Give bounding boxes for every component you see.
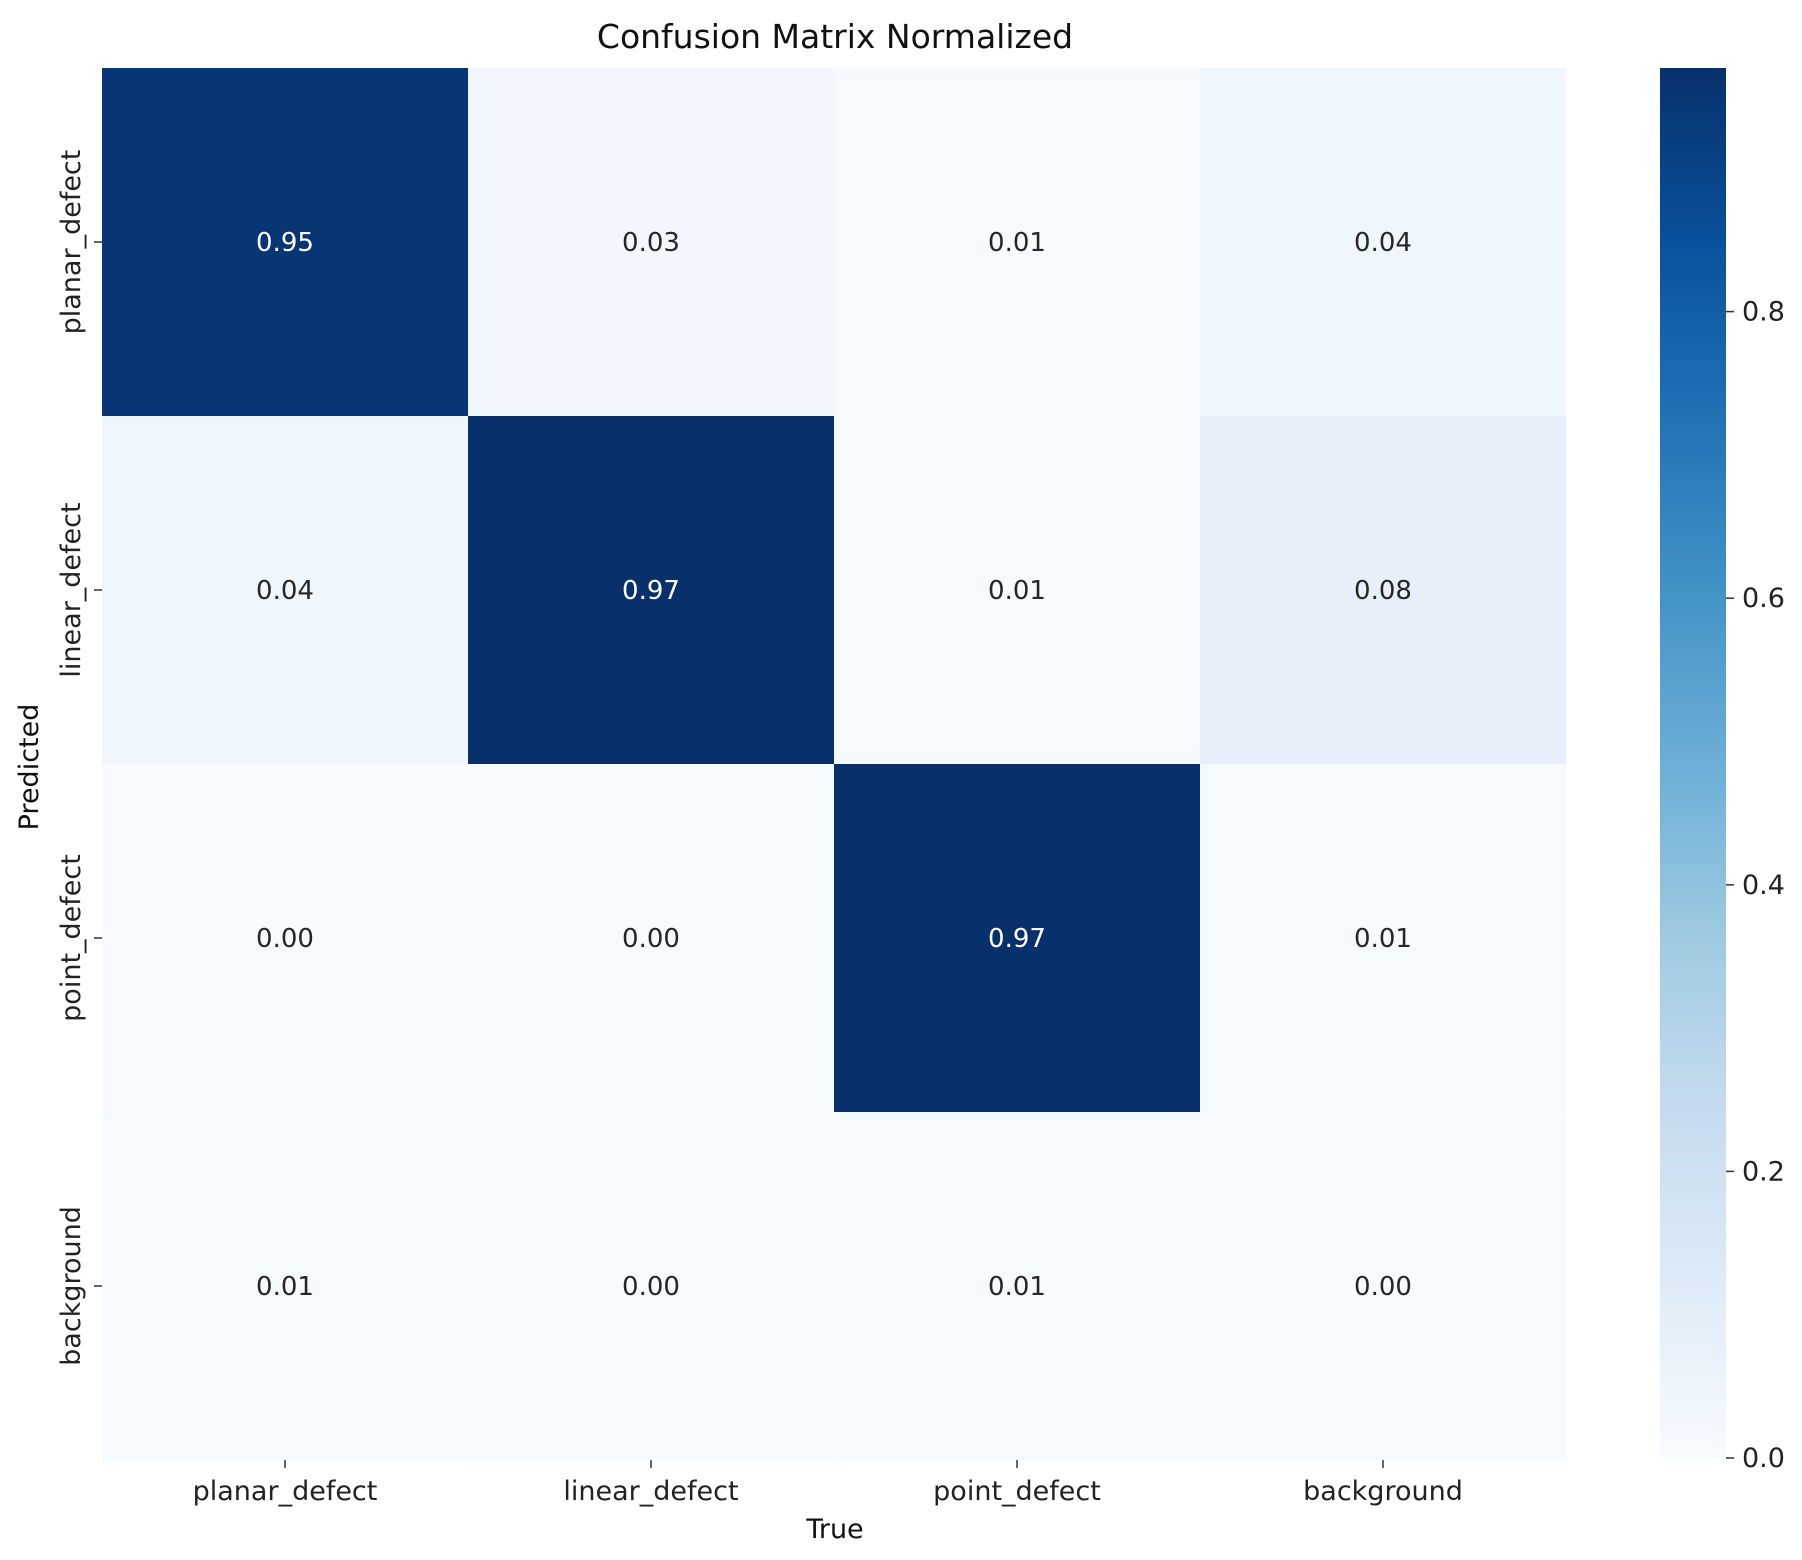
cell-value-r1-c3: 0.08: [1354, 576, 1412, 606]
y-tick-label-3: background: [56, 1206, 87, 1366]
colorbar-tick-label-2: 0.4: [1742, 870, 1785, 901]
y-tick-label-0: planar_defect: [56, 150, 87, 335]
heatmap-cell-r2-c0: [102, 764, 469, 1113]
cell-value-r2-c2: 0.97: [988, 924, 1046, 954]
heatmap-cell-r2-c1: [468, 764, 835, 1113]
heatmap-cell-r0-c2: [834, 68, 1201, 417]
colorbar-ticks: 0.0 0.2 0.4 0.6 0.8: [1726, 297, 1785, 1474]
x-tick-label-2: point_defect: [933, 1476, 1101, 1507]
heatmap-cell-r1-c3: [1200, 416, 1567, 765]
heatmap-cell-r0-c1: [468, 68, 835, 417]
heatmap-cell-r1-c2: [834, 416, 1201, 765]
cell-value-r2-c0: 0.00: [256, 924, 314, 954]
cell-value-r3-c0: 0.01: [256, 1272, 314, 1302]
heatmap-cell-r0-c3: [1200, 68, 1567, 417]
heatmap-cell-r0-c0: [102, 68, 469, 417]
x-tick-label-0: planar_defect: [193, 1476, 378, 1507]
x-axis-title: True: [805, 1514, 863, 1545]
heatmap-cell-r2-c3: [1200, 764, 1567, 1113]
y-tick-label-1: linear_defect: [56, 502, 87, 677]
colorbar-tick-label-1: 0.2: [1742, 1156, 1785, 1187]
colorbar-tick-label-3: 0.6: [1742, 583, 1785, 614]
cell-value-r0-c0: 0.95: [256, 228, 314, 258]
heatmap-cell-r2-c2: [834, 764, 1201, 1113]
colorbar-tick-label-4: 0.8: [1742, 297, 1785, 328]
cell-value-r2-c1: 0.00: [622, 924, 680, 954]
heatmap-cell-r3-c3: [1200, 1112, 1567, 1461]
x-tick-label-1: linear_defect: [563, 1476, 738, 1507]
heatmap-cell-r3-c2: [834, 1112, 1201, 1461]
heatmap-cell-r1-c0: [102, 416, 469, 765]
colorbar-tick-label-0: 0.0: [1742, 1443, 1785, 1474]
heatmap-cell-r3-c0: [102, 1112, 469, 1461]
cell-value-r2-c3: 0.01: [1354, 924, 1412, 954]
cell-value-r0-c2: 0.01: [988, 228, 1046, 258]
cell-value-r3-c3: 0.00: [1354, 1272, 1412, 1302]
cell-value-r0-c3: 0.04: [1354, 228, 1412, 258]
cell-value-r0-c1: 0.03: [622, 228, 680, 258]
cell-value-r1-c2: 0.01: [988, 576, 1046, 606]
y-tick-label-2: point_defect: [56, 854, 87, 1022]
heatmap-cell-r1-c1: [468, 416, 835, 765]
cell-value-r1-c1: 0.97: [622, 576, 680, 606]
y-axis-ticks: planar_defect linear_defect point_defectba…: [56, 150, 102, 1366]
cell-value-r1-c0: 0.04: [256, 576, 314, 606]
heatmap-cell-labels: 0.95 0.03 0.01 0.04 0.04 0.97 0.01 0.08 0.00 0.00…: [256, 228, 1412, 1302]
x-axis-ticks: planar_defect linear_defect point_defect ba…: [193, 1460, 1463, 1507]
heatmap-cells: [102, 68, 1567, 1461]
cell-value-r3-c2: 0.01: [988, 1272, 1046, 1302]
heatmap-cell-r3-c1: [468, 1112, 835, 1461]
cell-value-r3-c1: 0.00: [622, 1272, 680, 1302]
chart-title: Confusion Matrix Normalized: [597, 17, 1073, 56]
x-tick-label-3: background: [1303, 1476, 1463, 1507]
colorbar: [1660, 68, 1726, 1458]
y-axis-title: Predicted: [14, 704, 45, 831]
